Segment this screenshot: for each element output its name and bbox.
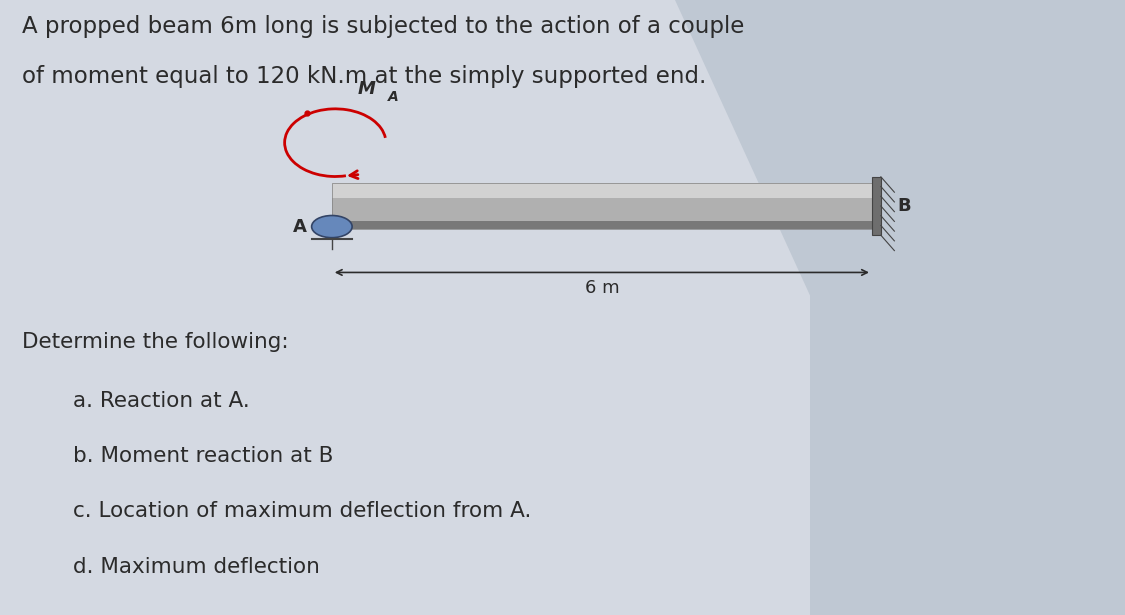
Text: B: B	[898, 197, 911, 215]
Text: 6 m: 6 m	[585, 279, 619, 296]
Polygon shape	[810, 0, 1125, 615]
Text: Determine the following:: Determine the following:	[22, 332, 289, 352]
Text: b. Moment reaction at B: b. Moment reaction at B	[73, 446, 333, 466]
Text: M: M	[358, 80, 376, 98]
Text: c. Location of maximum deflection from A.: c. Location of maximum deflection from A…	[73, 501, 531, 522]
Circle shape	[312, 215, 352, 237]
Text: A propped beam 6m long is subjected to the action of a couple: A propped beam 6m long is subjected to t…	[22, 15, 745, 38]
Polygon shape	[675, 0, 1125, 615]
Bar	[872, 177, 881, 235]
Text: A: A	[294, 218, 307, 236]
Text: A: A	[388, 90, 399, 104]
Text: of moment equal to 120 kN.m at the simply supported end.: of moment equal to 120 kN.m at the simpl…	[22, 65, 706, 87]
Bar	[332, 183, 872, 198]
Text: d. Maximum deflection: d. Maximum deflection	[73, 557, 320, 577]
Bar	[332, 221, 872, 229]
Text: a. Reaction at A.: a. Reaction at A.	[73, 391, 250, 411]
Bar	[332, 183, 872, 229]
Bar	[332, 198, 872, 221]
